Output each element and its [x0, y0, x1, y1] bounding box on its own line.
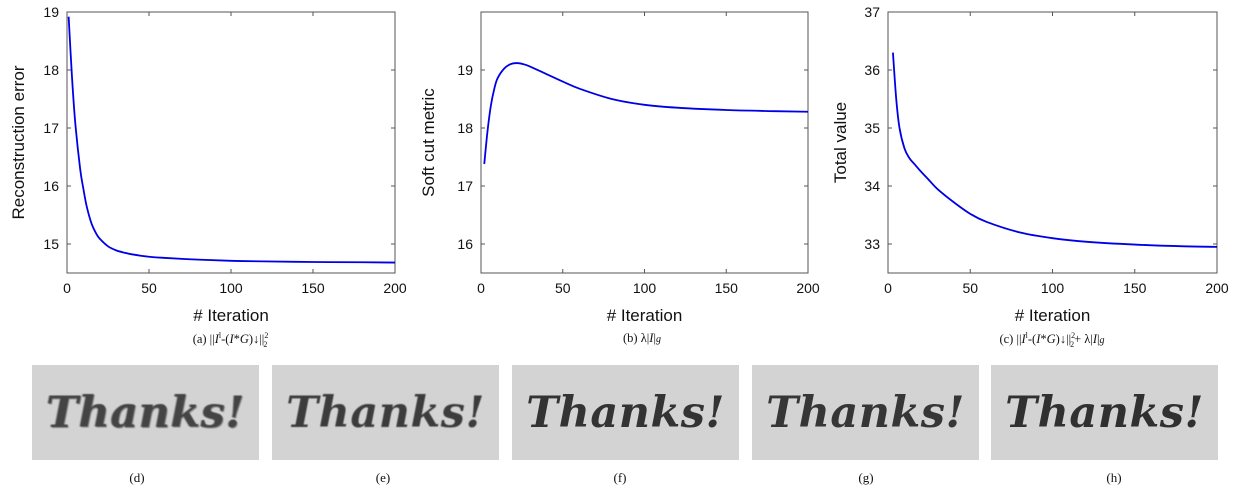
x-tick-label: 200	[383, 280, 407, 296]
x-tick-label: 100	[1041, 280, 1065, 296]
y-tick-label: 19	[43, 4, 59, 20]
y-tick-label: 16	[457, 236, 473, 252]
label-h: (h)	[1106, 470, 1122, 485]
x-tick-label: 150	[301, 280, 325, 296]
label-d: (d)	[129, 470, 145, 485]
thumbnail-g: Thanks!	[752, 365, 979, 460]
caption-b: (b) λ|I|g	[623, 331, 661, 345]
y-axis-title: Reconstruction error	[9, 65, 28, 219]
chart-b: 0 50 100 150 200 16 17 18 19 # Iteration Soft cut …	[419, 11, 820, 325]
thumbnail-h-text: Thanks!	[1005, 387, 1204, 438]
x-tick-label: 50	[141, 280, 157, 296]
series-line	[67, 16, 396, 264]
x-tick-label: 50	[555, 280, 571, 296]
plots-figure: 0 50 100 150 200 15 16 17 18 19 # Iteration Reconst…	[9, 4, 1229, 325]
x-tick-label: 0	[884, 280, 892, 296]
y-tick-label: 19	[457, 62, 473, 78]
y-tick-label: 17	[457, 178, 473, 194]
label-f: (f)	[613, 470, 627, 485]
x-axis-title: # Iteration	[193, 306, 269, 325]
y-tick-label: 15	[43, 236, 59, 252]
thumbnail-d-text: Thanks!	[46, 387, 245, 438]
y-tick-label: 18	[457, 120, 473, 136]
y-tick-label: 18	[43, 62, 59, 78]
y-tick-label: 16	[43, 178, 59, 194]
x-tick-label: 100	[219, 280, 243, 296]
thumbnail-g-text: Thanks!	[766, 387, 965, 438]
x-tick-label: 100	[633, 280, 657, 296]
caption-a: (a) ||Il-(I*G)↓||22	[192, 331, 269, 349]
thumbnail-f: Thanks!	[512, 365, 739, 460]
y-tick-label: 35	[864, 120, 880, 136]
thumbnail-h: Thanks!	[991, 365, 1218, 460]
y-tick-label: 36	[864, 62, 880, 78]
series-line	[892, 52, 1218, 248]
thumbnail-d: Thanks!	[32, 365, 259, 460]
x-tick-label: 0	[477, 280, 485, 296]
y-tick-label: 37	[864, 4, 880, 20]
plot-frame	[480, 11, 809, 274]
x-axis-title: # Iteration	[1015, 306, 1091, 325]
y-axis-title: Total value	[831, 102, 850, 183]
thumbnail-e-text: Thanks!	[286, 387, 485, 438]
chart-c: 0 50 100 150 200 33 34 35 36 37 # Iteration Total v…	[831, 4, 1229, 325]
label-e: (e)	[375, 470, 391, 485]
caption-c: (c) ||Il-(I*G)↓||22+ λ|I|g	[999, 331, 1105, 349]
thumbnail-f-text: Thanks!	[526, 387, 725, 438]
plot-frame	[887, 11, 1218, 274]
thumbnail-e: Thanks!	[272, 365, 499, 460]
x-tick-label: 0	[63, 280, 71, 296]
plot-frame	[66, 11, 396, 274]
y-tick-label: 33	[864, 236, 880, 252]
y-tick-label: 34	[864, 178, 880, 194]
label-g: (g)	[858, 470, 874, 485]
x-tick-label: 150	[715, 280, 739, 296]
x-tick-label: 200	[796, 280, 820, 296]
y-tick-label: 17	[43, 120, 59, 136]
x-tick-label: 50	[962, 280, 978, 296]
series-line	[483, 62, 809, 165]
x-tick-label: 200	[1205, 280, 1229, 296]
chart-a: 0 50 100 150 200 15 16 17 18 19 # Iteration Reconst…	[9, 4, 407, 325]
y-axis-title: Soft cut metric	[419, 88, 438, 197]
x-tick-label: 150	[1123, 280, 1147, 296]
x-axis-title: # Iteration	[607, 306, 683, 325]
